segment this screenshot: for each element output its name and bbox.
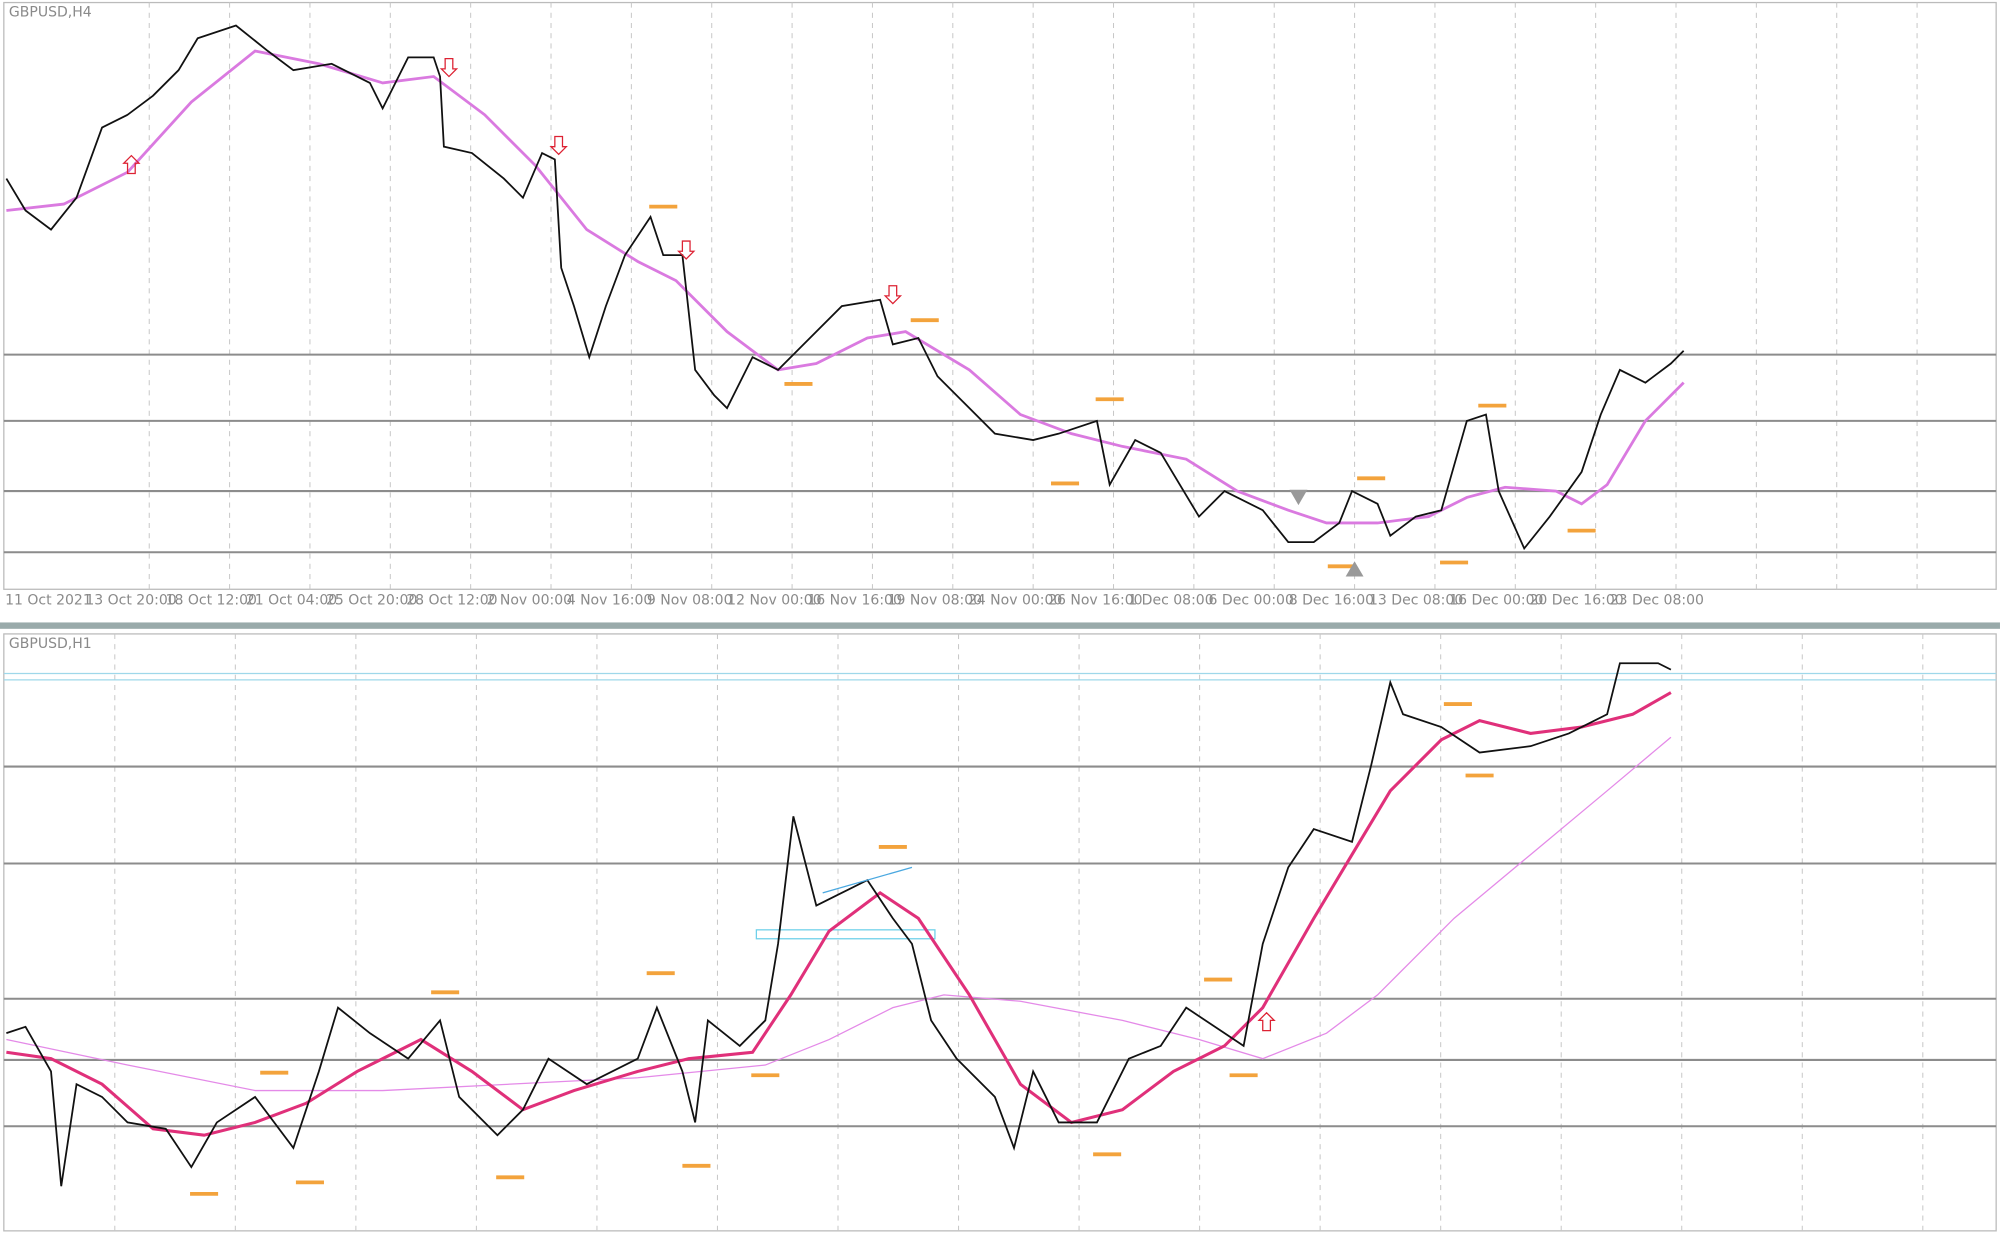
slow-average (6, 736, 1672, 1092)
x-axis-label: 9 Nov 08:00 (647, 593, 733, 609)
x-axis-label: 6 Dec 00:00 (1209, 593, 1294, 609)
panel-title: GBPUSD,H1 (9, 636, 92, 652)
price-line (6, 662, 1672, 1187)
x-axis-label: 13 Oct 20:00 (85, 593, 176, 609)
markers (122, 58, 1596, 577)
x-axis-label: 2 Nov 00:00 (486, 593, 572, 609)
x-axis-label: 23 Dec 08:00 (1610, 593, 1704, 609)
x-axis-label: 16 Dec 00:00 (1449, 593, 1543, 609)
x-axis-label: 13 Dec 08:00 (1369, 593, 1463, 609)
x-axis-label: 8 Dec 16:00 (1289, 593, 1374, 609)
price-line (5, 24, 1685, 551)
fast-average (6, 691, 1672, 1137)
x-axis-label: 26 Nov 16:00 (1048, 593, 1143, 609)
x-axis-label: 24 Nov 00:00 (968, 593, 1062, 609)
panel-title: GBPUSD,H4 (9, 5, 92, 21)
x-axis-label: 12 Nov 00:00 (727, 593, 822, 609)
x-axis-label: 25 Oct 20:00 (326, 593, 417, 609)
x-axis-label: 11 Oct 2021 (5, 593, 92, 609)
zone (755, 929, 936, 940)
x-axis-label: 18 Oct 12:00 (166, 593, 257, 609)
panel-separator[interactable] (0, 622, 2000, 629)
grid (114, 633, 1924, 1231)
x-axis-label: 21 Oct 04:00 (246, 593, 337, 609)
x-axis-label: 28 Oct 12:00 (406, 593, 497, 609)
x-axis-label: 16 Nov 16:00 (807, 593, 902, 609)
x-axis-label: 19 Nov 08:00 (888, 593, 983, 609)
moving-average (6, 49, 1685, 525)
x-axis-label: 4 Nov 16:00 (567, 593, 653, 609)
x-axis-label: 1 Dec 08:00 (1128, 593, 1213, 609)
markers (190, 702, 1494, 1196)
x-axis-label: 20 Dec 16:00 (1529, 593, 1623, 609)
bottom-panel (3, 633, 1997, 1232)
top-panel (3, 1, 1997, 590)
